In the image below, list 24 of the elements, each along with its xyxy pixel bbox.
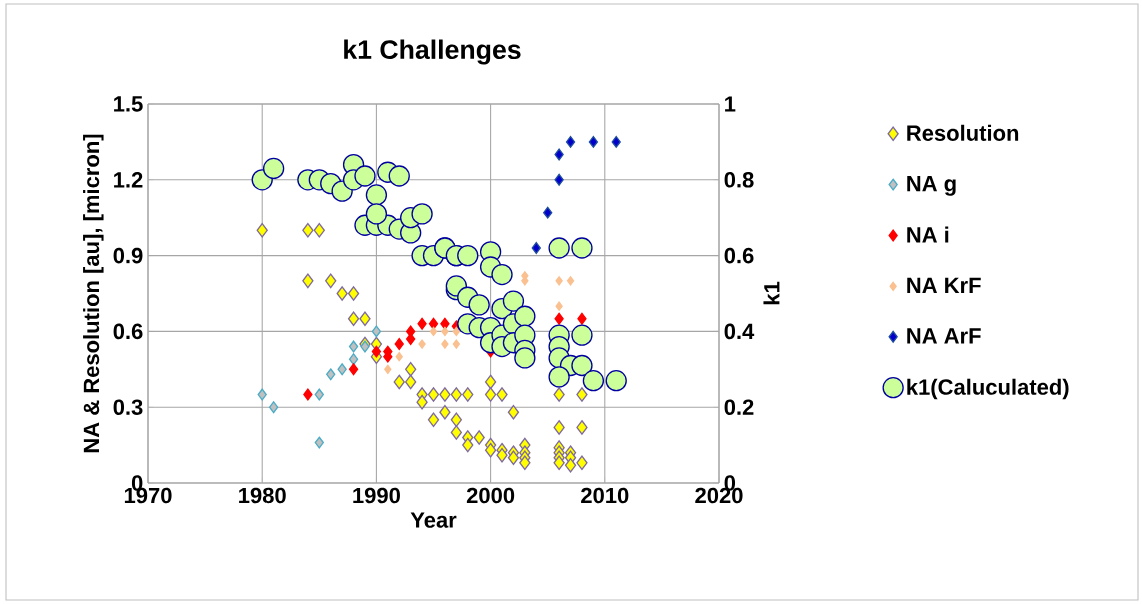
y2-tick-label: 1 — [725, 96, 736, 112]
y-tick-label: 0.6 — [113, 323, 143, 340]
y2-tick-label: 0.2 — [724, 399, 754, 415]
legend-label: Resolution — [907, 124, 1019, 141]
y2-axis-title: k1 — [763, 281, 780, 305]
y2-tick-label: 0.6 — [724, 247, 754, 264]
x-tick-label: 1990 — [353, 487, 400, 504]
x-tick-label: 1980 — [239, 487, 286, 504]
y2-tick-label: 0.8 — [724, 172, 754, 188]
legend-label: NA ArF — [907, 328, 981, 344]
y-axis-title: NA & Resolution [au], [micron] — [83, 134, 104, 453]
x-axis-title: Year — [410, 512, 457, 528]
chart-title: k1 Challenges — [344, 39, 521, 65]
legend-label: NA i — [907, 226, 949, 243]
legend-label: k1(Caluculated) — [907, 378, 1069, 400]
legend-label: NA g — [907, 176, 956, 196]
y2-tick-label: 0.4 — [724, 323, 755, 340]
y-tick-label: 1.5 — [114, 96, 143, 112]
x-tick-label: 2010 — [581, 487, 629, 504]
legend-label: NA KrF — [907, 277, 981, 293]
y-tick-label: 0.9 — [113, 247, 143, 264]
y-tick-label: 0.3 — [113, 399, 143, 416]
y-tick-label: 1.2 — [114, 172, 143, 188]
x-tick-label: 2000 — [466, 487, 515, 504]
